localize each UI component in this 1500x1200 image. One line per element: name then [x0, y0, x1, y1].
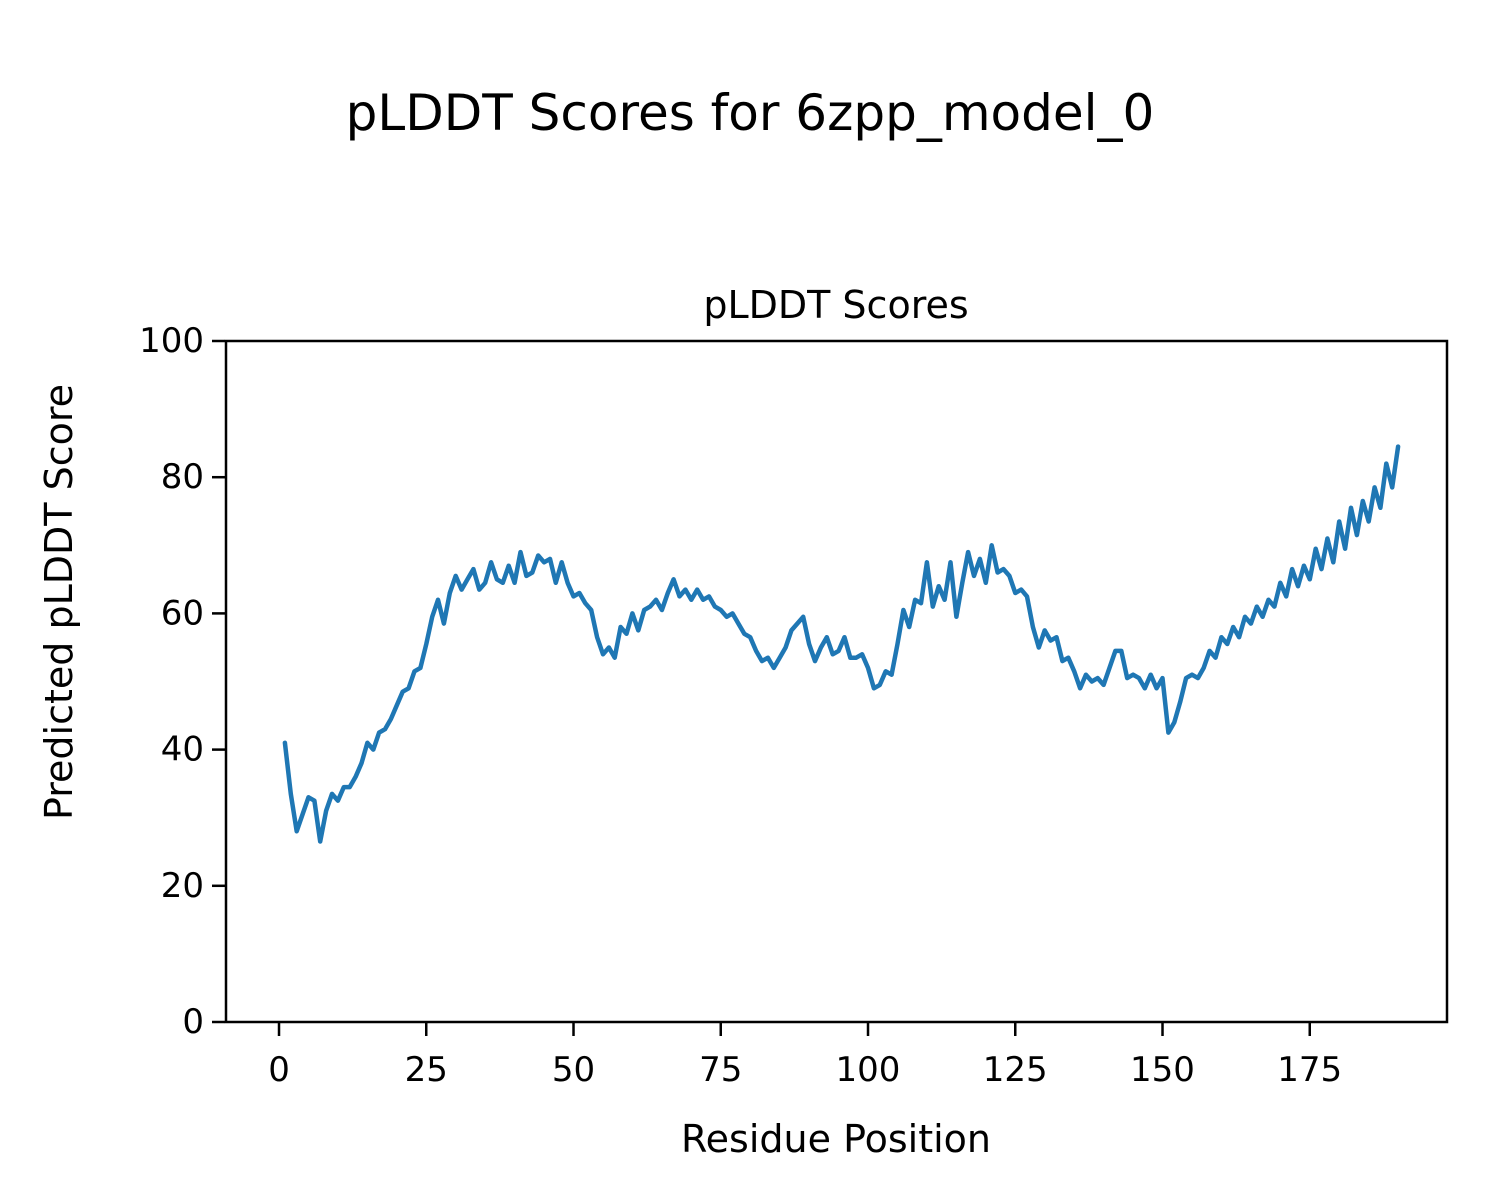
- y-axis-label: Predicted pLDDT Score: [37, 384, 81, 820]
- x-tick-label: 100: [836, 1050, 901, 1090]
- y-tick-label: 80: [161, 457, 204, 497]
- y-tick-label: 0: [182, 1002, 204, 1042]
- x-tick-label: 0: [268, 1050, 290, 1090]
- x-ticks: 0 25 50 75 100 125 150 175: [268, 1023, 1342, 1090]
- axes-title: pLDDT Scores: [703, 283, 968, 327]
- x-tick-label: 75: [699, 1050, 742, 1090]
- x-tick-label: 175: [1277, 1050, 1342, 1090]
- y-tick-label: 100: [139, 321, 204, 361]
- figure-title: pLDDT Scores for 6zpp_model_0: [345, 84, 1155, 142]
- plddt-line: [282, 444, 1401, 844]
- x-tick-label: 50: [552, 1050, 595, 1090]
- axes-frame: [224, 339, 1449, 1024]
- x-tick-label: 125: [983, 1050, 1048, 1090]
- y-tick-label: 40: [161, 730, 204, 770]
- y-tick-label: 20: [161, 866, 204, 906]
- x-axis-label: Residue Position: [681, 1117, 991, 1161]
- x-tick-label: 150: [1130, 1050, 1195, 1090]
- y-ticks: 0 20 40 60 80 100: [139, 321, 225, 1042]
- x-tick-label: 25: [405, 1050, 448, 1090]
- series-line: [282, 444, 1401, 844]
- y-tick-label: 60: [161, 593, 204, 633]
